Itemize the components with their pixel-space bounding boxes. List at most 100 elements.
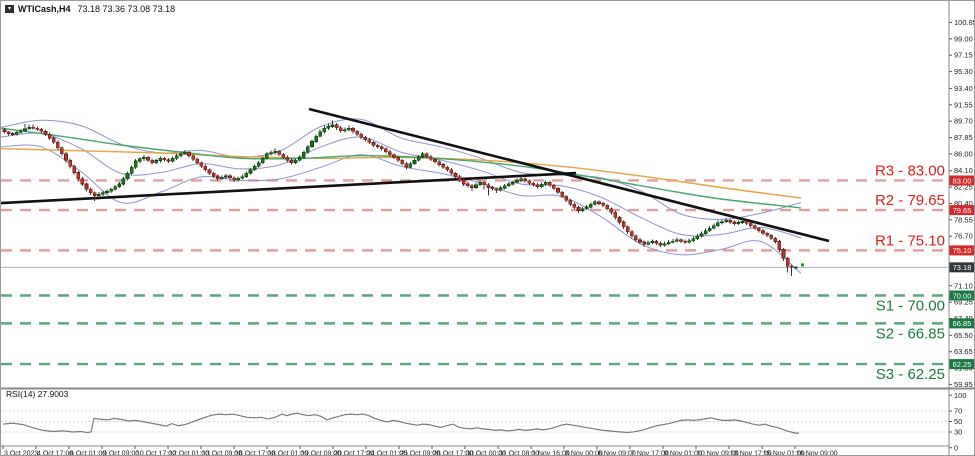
level-label-R3: R3 - 83.00 xyxy=(875,162,945,179)
candle-body xyxy=(539,184,544,187)
candle-body xyxy=(642,241,646,245)
price-axis-panel xyxy=(949,1,974,455)
rsi-axis-label: 0 xyxy=(954,443,958,452)
candle-body xyxy=(27,127,31,129)
candle-body xyxy=(711,225,716,229)
rsi-axis-label: 100 xyxy=(954,391,967,400)
candle-body xyxy=(670,240,675,243)
candle-body xyxy=(334,124,339,129)
level-label-S3: S3 - 62.25 xyxy=(876,366,945,383)
time-axis-label: 16 Oct 17:00 xyxy=(235,451,275,456)
current-price-badge: 73.18 xyxy=(953,263,972,272)
candle-body xyxy=(461,180,466,185)
candle-body xyxy=(211,173,216,177)
candle-body xyxy=(301,151,306,158)
time-axis-label: 26 Oct 17:00 xyxy=(433,451,473,456)
candle-body xyxy=(277,150,282,155)
time-axis-label: 20 Oct 17:00 xyxy=(334,451,374,456)
level-badge-S2-bg xyxy=(949,318,974,329)
candle-body xyxy=(580,208,585,211)
candle-body xyxy=(154,160,158,164)
time-axis-label: 10 Nov 09:00 xyxy=(697,451,739,456)
candle-body xyxy=(781,249,786,259)
level-badge-R3-bg xyxy=(949,175,974,186)
time-axis-label: 25 Oct 09:00 xyxy=(400,451,440,456)
candle-body xyxy=(420,153,425,158)
level-badge-S3: 62.25 xyxy=(953,360,972,369)
candle-body xyxy=(716,222,720,226)
candle-body xyxy=(281,154,286,158)
price-axis-label: 63.65 xyxy=(954,347,973,356)
candle-body xyxy=(675,239,679,242)
candle-body xyxy=(244,173,249,178)
candle-body xyxy=(757,227,761,232)
candle-body xyxy=(449,169,454,174)
price-axis-label: 93.40 xyxy=(954,84,973,93)
time-axis-label: 31 Oct 08:00 xyxy=(499,451,539,456)
candle-body xyxy=(129,166,134,174)
candle-body xyxy=(777,241,782,250)
ohlc-readout: 73.18 73.36 73.08 73.18 xyxy=(77,4,176,14)
candle-body xyxy=(273,150,277,153)
time-axis-label: 7 Nov 17:00 xyxy=(631,451,669,456)
candle-body xyxy=(170,158,175,162)
candle-body xyxy=(220,177,224,179)
candle-body xyxy=(396,157,400,161)
candle-body xyxy=(535,184,540,187)
candle-body xyxy=(256,162,261,167)
candle-body xyxy=(486,184,491,188)
candle-body xyxy=(64,153,68,161)
candle-body xyxy=(203,165,208,171)
candle-body xyxy=(392,154,396,158)
candle-body xyxy=(441,164,446,168)
candle-body xyxy=(498,187,503,191)
candle-body xyxy=(736,222,741,225)
candle-body xyxy=(195,158,199,164)
candle-body xyxy=(84,183,89,190)
level-label-S1: S1 - 70.00 xyxy=(876,298,945,315)
candle-body xyxy=(724,219,728,222)
level-badge-R1: 75.10 xyxy=(953,246,972,255)
candle-body xyxy=(314,135,318,142)
candle-body xyxy=(236,177,240,180)
candle-body xyxy=(51,137,56,143)
candle-body xyxy=(621,221,626,228)
candle-body xyxy=(511,181,515,185)
level-badge-R1-bg xyxy=(949,245,974,256)
candle-body xyxy=(121,178,126,185)
candle-body xyxy=(297,157,302,161)
time-axis-label: 19 Oct 09:00 xyxy=(301,451,341,456)
time-axis-label: 9 Oct 09:00 xyxy=(103,451,139,456)
candle-body xyxy=(310,141,314,148)
candle-body xyxy=(228,175,232,179)
price-axis-label: 100.85 xyxy=(954,18,975,27)
candle-body xyxy=(658,242,663,246)
candle-body xyxy=(527,180,532,184)
candle-body xyxy=(55,142,60,149)
bollinger-upper-line xyxy=(1,118,802,220)
candle-body xyxy=(720,221,724,224)
level-badge-R2: 79.65 xyxy=(953,206,972,215)
candle-body xyxy=(355,131,359,135)
candle-body xyxy=(68,159,72,167)
price-axis-label: 80.40 xyxy=(954,199,973,208)
level-badge-S2: 66.85 xyxy=(953,319,972,328)
rsi-axis-label: 70 xyxy=(954,407,962,416)
time-axis-label: 12 Oct 01:00 xyxy=(169,451,209,456)
candle-body xyxy=(322,127,327,133)
candle-body xyxy=(437,161,441,165)
ascending-trendline[interactable] xyxy=(1,171,577,205)
candle-body xyxy=(765,232,769,236)
candle-body xyxy=(662,243,667,246)
candle-body xyxy=(113,186,117,190)
candle-body xyxy=(60,147,64,155)
ma-slow-orange-line xyxy=(1,147,802,199)
candle-body xyxy=(457,176,462,181)
time-axis-label: 9 Nov 01:00 xyxy=(664,451,702,456)
candle-body xyxy=(293,159,298,164)
current-price-badge-bg xyxy=(949,262,974,273)
chart-menu-icon[interactable]: ▾ xyxy=(5,5,14,13)
